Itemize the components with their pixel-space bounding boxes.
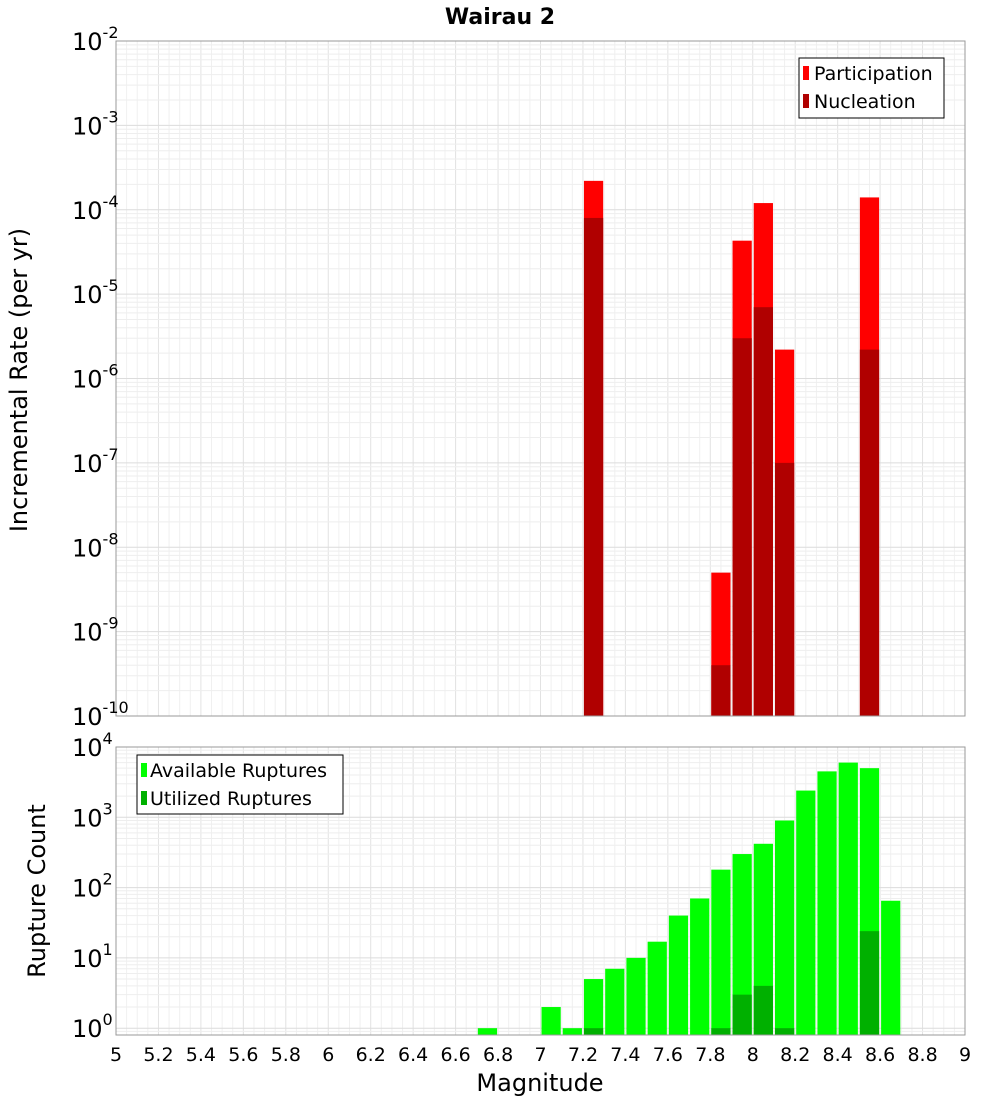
x-tick-label: 5.6 (228, 1044, 258, 1066)
y-tick-label: 10-7 (72, 445, 119, 478)
y-tick-label: 101 (72, 940, 113, 973)
x-tick-label: 7.2 (568, 1044, 598, 1066)
x-tick-label: 5.8 (271, 1044, 301, 1066)
top-legend: Participation Nucleation (798, 57, 945, 119)
x-tick-label: 8 (747, 1044, 759, 1066)
y-tick-label: 10-4 (72, 192, 119, 225)
x-tick-label: 6 (322, 1044, 334, 1066)
bar-utilized-ruptures (774, 1028, 795, 1035)
top-legend-box (798, 57, 945, 119)
bar-nucleation (753, 307, 773, 716)
x-tick-labels: 5 5.2 5.4 5.6 5.8 6 6.2 6.4 6.6 6.8 7 7.2 7.4 7.6 7.8 8… (110, 1044, 971, 1066)
top-gridlines (115, 41, 966, 717)
bar-nucleation (711, 665, 731, 716)
bar-nucleation (732, 338, 752, 716)
bar-available-ruptures (583, 979, 604, 1035)
y-tick-label: 10-10 (72, 698, 129, 731)
x-tick-label: 5.2 (143, 1044, 173, 1066)
x-tick-label: 7.8 (695, 1044, 725, 1066)
x-tick-label: 7.4 (610, 1044, 640, 1066)
y-tick-label: 10-9 (72, 614, 119, 647)
y-tick-label: 10-5 (72, 276, 119, 309)
y-tick-label: 102 (72, 870, 113, 903)
legend-label-available: Available Ruptures (150, 760, 327, 782)
bottom-y-axis-label: Rupture Count (23, 804, 51, 978)
legend-swatch-available (141, 763, 147, 777)
top-bars (583, 180, 880, 717)
x-tick-label: 8.6 (865, 1044, 895, 1066)
bar-nucleation (774, 462, 795, 716)
x-axis-label: Magnitude (476, 1069, 603, 1097)
top-panel: 10-10 10-9 10-8 10-7 10-6 10-5 10-4 10-3 10-2 In… (5, 23, 966, 731)
bar-available-ruptures (817, 771, 837, 1035)
x-tick-label: 7.6 (653, 1044, 683, 1066)
y-tick-label: 10-6 (72, 361, 119, 394)
top-y-tick-labels: 10-10 10-9 10-8 10-7 10-6 10-5 10-4 10-3 10-2 (72, 23, 129, 731)
bar-available-ruptures (605, 968, 625, 1035)
bar-utilized-ruptures (732, 994, 752, 1035)
bar-available-ruptures (626, 957, 646, 1035)
top-y-axis-label: Incremental Rate (per yr) (5, 228, 33, 532)
bottom-y-tick-labels: 100 101 102 103 104 (72, 729, 113, 1043)
bar-nucleation (583, 217, 604, 716)
bottom-legend-box (136, 754, 344, 815)
bottom-legend: Available Ruptures Utilized Ruptures (136, 754, 344, 815)
bar-nucleation (859, 349, 880, 716)
bar-available-ruptures (690, 898, 710, 1035)
chart-title: Wairau 2 (445, 5, 555, 30)
x-tick-label: 6.6 (440, 1044, 470, 1066)
bar-available-ruptures (541, 1007, 561, 1035)
y-tick-label: 10-2 (72, 23, 119, 56)
bar-available-ruptures (732, 854, 752, 1035)
legend-label-nucleation: Nucleation (814, 91, 916, 113)
bar-available-ruptures (668, 915, 689, 1035)
legend-swatch-participation (803, 66, 809, 80)
legend-label-participation: Participation (814, 63, 933, 85)
x-tick-label: 8.2 (780, 1044, 810, 1066)
bar-available-ruptures (477, 1028, 498, 1035)
bar-utilized-ruptures (583, 1028, 604, 1035)
x-tick-label: 7 (534, 1044, 546, 1066)
bar-available-ruptures (711, 869, 731, 1035)
x-tick-label: 6.8 (483, 1044, 513, 1066)
y-tick-label: 103 (72, 799, 113, 832)
y-tick-label: 10-3 (72, 107, 119, 140)
bar-utilized-ruptures (753, 985, 773, 1035)
bar-available-ruptures (796, 790, 816, 1035)
y-tick-label: 10-8 (72, 529, 119, 562)
x-tick-label: 8.4 (823, 1044, 853, 1066)
x-tick-label: 9 (959, 1044, 971, 1066)
bar-utilized-ruptures (711, 1028, 731, 1035)
bar-available-ruptures (647, 941, 667, 1035)
bar-available-ruptures (838, 762, 858, 1035)
bar-available-ruptures (774, 820, 795, 1035)
bar-available-ruptures (562, 1028, 582, 1035)
x-tick-label: 8.8 (907, 1044, 937, 1066)
legend-swatch-nucleation (803, 94, 809, 108)
bar-available-ruptures (881, 900, 901, 1035)
bottom-panel: 100 101 102 103 104 5 5.2 5.4 5.6 5.8 6 6.2 6.4 6.6 6… (23, 729, 971, 1097)
y-tick-label: 100 (72, 1010, 113, 1043)
bar-utilized-ruptures (859, 931, 880, 1035)
x-tick-label: 5.4 (186, 1044, 216, 1066)
x-tick-label: 6.4 (398, 1044, 428, 1066)
x-tick-label: 5 (110, 1044, 122, 1066)
legend-label-utilized: Utilized Ruptures (150, 788, 312, 810)
legend-swatch-utilized (141, 791, 147, 805)
y-tick-label: 104 (72, 729, 113, 762)
x-tick-label: 6.2 (356, 1044, 386, 1066)
bottom-bars (477, 762, 901, 1035)
top-plot-border (115, 40, 966, 717)
bottom-plot-border (115, 746, 966, 1036)
